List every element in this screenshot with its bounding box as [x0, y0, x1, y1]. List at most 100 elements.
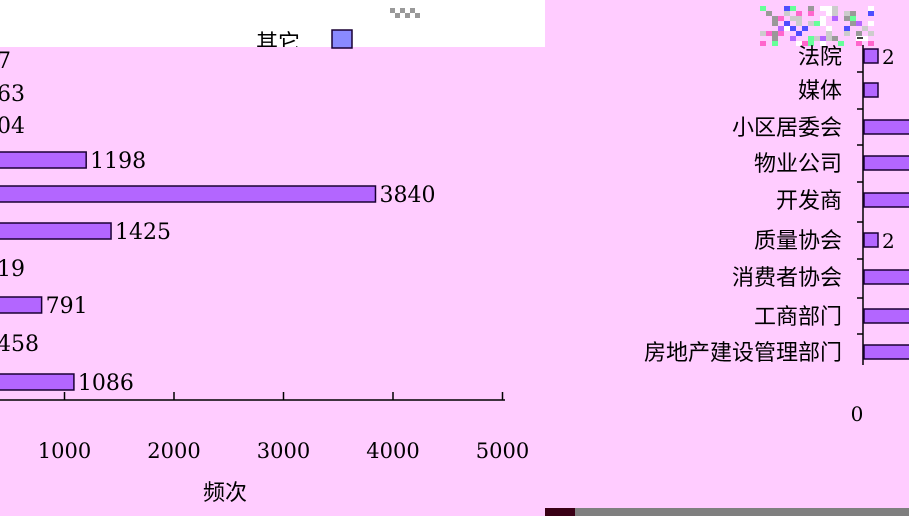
left-bar-value-label: 1086 [78, 371, 134, 396]
right-bar [863, 232, 879, 248]
bottom-strip [545, 508, 909, 516]
garble-pixel [784, 36, 790, 41]
right-bar [863, 308, 909, 324]
left-bar [0, 185, 377, 203]
garble-pixel [802, 26, 808, 31]
garble-pixel [796, 16, 802, 21]
garble-pixel [850, 6, 856, 11]
garble-pixel [850, 11, 856, 16]
garble-pixel [826, 6, 832, 11]
left-bar-value-label: 1198 [90, 149, 146, 174]
garble-pixel [796, 31, 802, 36]
garble-pixel [802, 41, 808, 46]
left-bar-value-label: 19 [0, 257, 25, 282]
garble-pixel [796, 41, 802, 46]
garble-pixel [838, 16, 844, 21]
right-bar-value-label: 2 [882, 45, 895, 69]
garble-pixel [868, 11, 874, 16]
left-bar-value-label: 791 [46, 294, 88, 319]
garble-pixel [790, 26, 796, 31]
garble-pixel [826, 11, 832, 16]
right-category-label: 消费者协会 [732, 266, 842, 291]
garble-pixel [400, 8, 405, 13]
garble-pixel [844, 11, 850, 16]
garble-pixel [784, 26, 790, 31]
garble-pixel [808, 11, 814, 16]
garble-pixel [796, 11, 802, 16]
garble-pixel [808, 41, 814, 46]
garble-pixel [760, 6, 766, 11]
garble-pixel [832, 11, 838, 16]
left-bar [0, 222, 112, 240]
garble-pixel [868, 41, 874, 46]
right-bar [863, 155, 909, 171]
right-bar [863, 82, 879, 98]
garble-pixel [808, 6, 814, 11]
left-bar-value-label: 04 [0, 114, 25, 139]
left-bar [0, 296, 43, 314]
garble-pixel [856, 41, 862, 46]
right-bar [863, 344, 909, 360]
left-x-tick-label: 4000 [366, 439, 419, 463]
garble-pixel [820, 21, 826, 26]
garble-pixel [844, 16, 850, 21]
garble-pixel [784, 6, 790, 11]
garble-pixel [772, 21, 778, 26]
garble-pixel [790, 36, 796, 41]
garble-pixel [868, 6, 874, 11]
garble-pixel [766, 11, 772, 16]
garble-pixel [868, 21, 874, 26]
garble-pixel [826, 31, 832, 36]
garble-pixel [410, 8, 415, 13]
right-bar [863, 192, 909, 208]
x-axis-title: 频次 [203, 481, 247, 506]
garble-pixel [850, 21, 856, 26]
right-category-label: 物业公司 [754, 152, 842, 177]
garble-pixel [772, 36, 778, 41]
garble-pixel [850, 36, 856, 41]
garble-pixel [862, 26, 868, 31]
garble-pixel [820, 16, 826, 21]
left-x-tick-label: 3000 [257, 439, 310, 463]
garble-pixel [760, 31, 766, 36]
garble-pixel [760, 41, 766, 46]
top-white-strip [0, 0, 545, 47]
left-x-tick-label: 2000 [147, 439, 200, 463]
right-category-label: 质量协会 [754, 229, 842, 254]
right-category-label: 开发商 [776, 189, 842, 214]
top-legend-swatch [331, 29, 353, 49]
garble-pixel [395, 13, 400, 18]
left-bar [0, 151, 87, 169]
left-x-tick-label: 5000 [476, 439, 529, 463]
garble-pixel [778, 31, 784, 36]
garble-pixel [390, 8, 395, 13]
garble-pixel [784, 11, 790, 16]
garble-pixel [838, 31, 844, 36]
right-bar [863, 269, 909, 285]
right-bar-value-label: 2 [882, 229, 895, 253]
right-category-label: 法院 [798, 45, 842, 70]
left-bar-value-label: 1425 [115, 220, 171, 245]
garble-pixel [405, 13, 410, 18]
garble-pixel [832, 6, 838, 11]
garble-pixel [856, 21, 862, 26]
garble-pixel [814, 21, 820, 26]
left-bar-value-label: 3840 [379, 183, 435, 208]
garble-pixel [868, 31, 874, 36]
right-chart-plot-area [545, 0, 909, 516]
garble-pixel [415, 13, 420, 18]
garble-pixel [862, 31, 868, 36]
left-bar-value-label: 63 [0, 82, 25, 107]
left-bar-value-label: 458 [0, 332, 39, 357]
bottom-strip-dark-end [545, 508, 575, 516]
garble-pixel [826, 26, 832, 31]
garble-pixel [778, 26, 784, 31]
garble-pixel [778, 16, 784, 21]
garble-pixel [844, 31, 850, 36]
garble-pixel [820, 41, 826, 46]
garble-pixel [814, 36, 820, 41]
garble-pixel [778, 36, 784, 41]
garble-pixel [850, 16, 856, 21]
